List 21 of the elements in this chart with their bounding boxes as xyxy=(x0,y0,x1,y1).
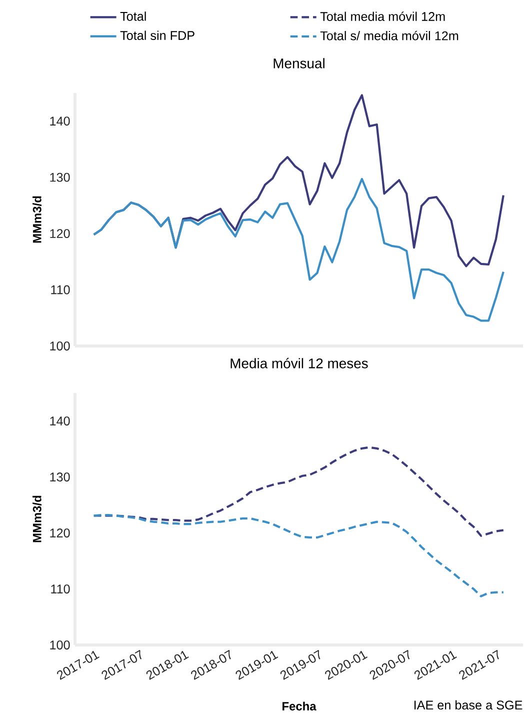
y-tick-label: 140 xyxy=(50,116,70,126)
legend-label: Total s/ media móvil 12m xyxy=(320,30,458,40)
legend-label: Total media móvil 12m xyxy=(320,12,445,21)
text: IAE en base a SGE xyxy=(414,700,522,710)
y-tick-label: 130 xyxy=(50,472,70,482)
chart-title: Media móvil 12 meses xyxy=(230,358,368,368)
y-axis-title: MMm3/d xyxy=(32,196,42,243)
y-tick-label: 110 xyxy=(51,584,70,594)
y-axis-title: MMm3/d xyxy=(32,496,42,542)
y-tick-label: 120 xyxy=(50,528,70,538)
chart-title: Mensual xyxy=(274,58,324,68)
legend-label: Total xyxy=(120,12,146,21)
y-tick-label: 140 xyxy=(50,416,70,426)
y-tick-label: 130 xyxy=(50,172,70,182)
y-tick-label: 110 xyxy=(51,285,70,294)
legend-label: Total sin FDP xyxy=(120,30,194,40)
y-tick-label: 120 xyxy=(50,229,70,238)
line-series xyxy=(92,178,504,322)
y-tick-label: 100 xyxy=(50,640,70,650)
y-tick-label: 100 xyxy=(50,342,70,350)
x-axis-title: Fecha xyxy=(282,702,316,710)
